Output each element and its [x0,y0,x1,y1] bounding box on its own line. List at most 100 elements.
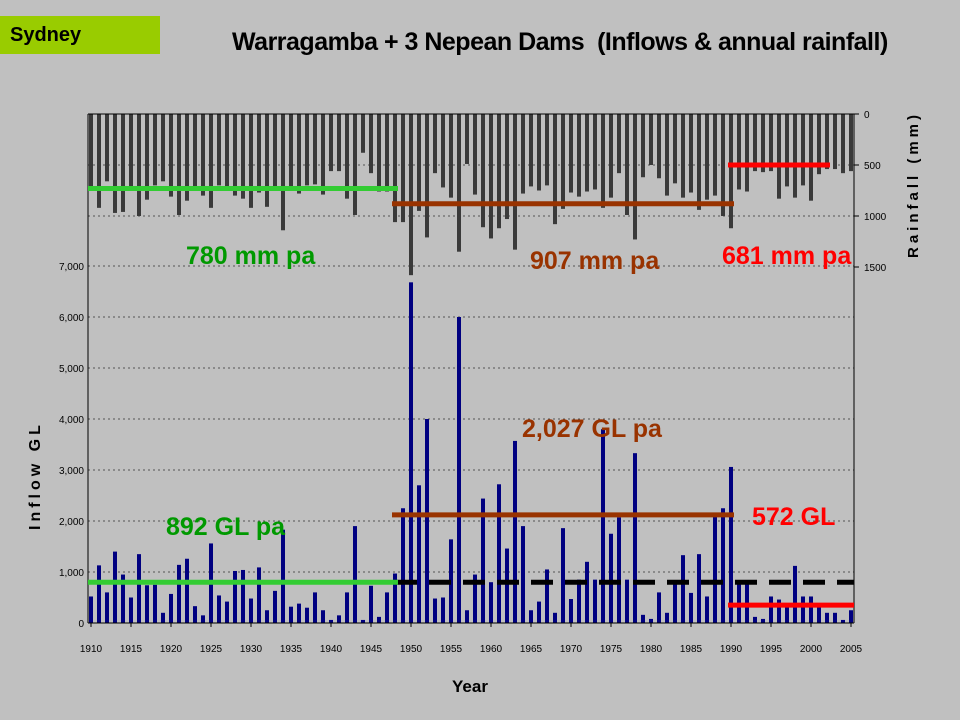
rainfall-bar [105,114,109,182]
inflow-bar [481,498,485,623]
rainfall-bar [457,114,461,252]
inflow-bar [545,569,549,623]
rainfall-bar [217,114,221,186]
inflow-bar [457,317,461,623]
rainfall-bar [609,114,613,198]
inflow-bar [737,582,741,623]
inflow-bar [561,528,565,623]
x-tick-label: 1940 [320,644,343,655]
inflow-bar [289,606,293,623]
rainfall-bar [841,114,845,174]
rainfall-bar [537,114,541,191]
inflow-bar [617,517,621,623]
inflow-bar [385,592,389,623]
rainfall-bar [753,114,757,172]
rainfall-bar [553,114,557,225]
rainfall-bar [369,114,373,174]
rainfall-bar [745,114,749,192]
inflow-mean-label-2: 2,027 GL pa [522,415,663,443]
rainfall-bar [209,114,213,208]
rainfall-bar [449,114,453,198]
inflow-bar [97,565,101,623]
rainfall-bar [137,114,141,216]
inflow-bar [721,508,725,623]
x-tick-label: 1945 [360,644,383,655]
rainfall-bar [345,114,349,199]
inflow-bar [193,606,197,623]
rainfall-bar [249,114,253,208]
rainfall-bar [313,114,317,185]
x-tick-label: 1955 [440,644,463,655]
inflow-bar [233,570,237,623]
rainfall-bar [617,114,621,174]
rainfall-bar [649,114,653,165]
inflow-bar [161,612,165,623]
x-tick-label: 1975 [600,644,623,655]
y-tick-label-rainfall: 0 [864,110,870,121]
rainfall-bar [185,114,189,201]
inflow-bar [433,598,437,623]
rainfall-bar [521,114,525,194]
rainfall-bar [625,114,629,215]
rainfall-bar [665,114,669,196]
y-tick-label-inflow: 7,000 [59,262,84,273]
inflow-bar [817,607,821,623]
rainfall-bar [121,114,125,212]
rainfall-bar [257,114,261,193]
rainfall-bar [529,114,533,187]
rainfall-bar [673,114,677,184]
x-tick-label: 2000 [800,644,823,655]
inflow-bar [753,616,757,623]
rainfall-bar [577,114,581,197]
inflow-bar [809,596,813,623]
rainfall-bar [161,114,165,182]
inflow-bar [353,526,357,623]
y-tick-label-inflow: 6,000 [59,313,84,324]
sydney-badge: Sydney [0,16,160,54]
inflow-bar [201,615,205,623]
rainfall-bar [89,114,93,191]
inflow-bar [473,574,477,623]
rainfall-bar [225,114,229,188]
x-axis-label: Year [452,677,488,696]
inflow-bar [641,614,645,623]
rainfall-bar [793,114,797,198]
y-tick-label-inflow: 4,000 [59,415,84,426]
rainfall-bar [737,114,741,190]
rainfall-bar [817,114,821,175]
inflow-bar [513,440,517,623]
rainfall-bar [481,114,485,228]
inflow-bar [801,596,805,623]
rainfall-bar [297,114,301,194]
x-tick-label: 1925 [200,644,223,655]
rainfall-bar [465,114,469,164]
inflow-bar [121,574,125,623]
inflow-bar [329,619,333,623]
inflow-bar [769,596,773,623]
inflow-bar [657,592,661,623]
rainfall-bar [769,114,773,172]
rainfall-bar [825,114,829,170]
x-tick-label: 1910 [80,644,103,655]
inflow-bar [153,584,157,623]
rainfall-bar [433,114,437,174]
rainfall-bar [801,114,805,186]
x-tick-label: 1915 [120,644,143,655]
chart-title: Warragamba + 3 Nepean Dams (Inflows & an… [232,28,888,56]
rainfall-bar [561,114,565,209]
y-tick-label-inflow: 3,000 [59,466,84,477]
inflow-bar [537,601,541,623]
inflow-bar [705,596,709,623]
inflow-bar [841,619,845,623]
rainfall-bar [601,114,605,208]
rainfall-bar [153,114,157,186]
inflow-mean-label-1: 892 GL pa [166,513,286,541]
rainfall-bar [833,114,837,170]
inflow-bar [417,485,421,623]
rainfall-bar [265,114,269,207]
inflow-bar [601,429,605,623]
y-tick-label-inflow: 0 [78,619,84,630]
inflow-bar [681,555,685,623]
rainfall-bar [585,114,589,192]
